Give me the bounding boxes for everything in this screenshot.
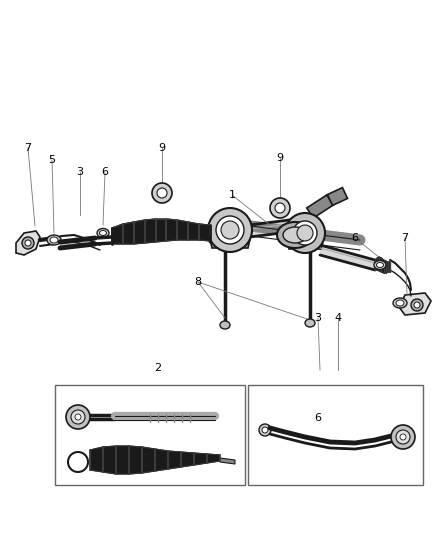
Circle shape (297, 225, 313, 241)
Bar (55, 385, 245, 485)
Polygon shape (285, 233, 325, 249)
Text: 7: 7 (402, 233, 409, 243)
Polygon shape (375, 257, 390, 273)
Circle shape (208, 208, 252, 252)
Text: 4: 4 (335, 313, 342, 323)
Circle shape (414, 302, 420, 308)
Polygon shape (112, 219, 210, 244)
Circle shape (71, 410, 85, 424)
Circle shape (66, 405, 90, 429)
Polygon shape (328, 188, 347, 205)
Text: 7: 7 (25, 143, 32, 153)
Polygon shape (399, 293, 431, 315)
Circle shape (396, 430, 410, 444)
Polygon shape (220, 458, 235, 464)
Ellipse shape (393, 298, 407, 308)
Circle shape (270, 198, 290, 218)
Ellipse shape (277, 222, 313, 248)
Ellipse shape (97, 229, 109, 238)
Polygon shape (307, 195, 333, 218)
Polygon shape (75, 415, 115, 419)
Circle shape (22, 237, 34, 249)
Ellipse shape (220, 321, 230, 329)
Text: 9: 9 (159, 143, 166, 153)
Polygon shape (208, 230, 252, 248)
Circle shape (157, 188, 167, 198)
Text: 1: 1 (229, 190, 236, 200)
Polygon shape (60, 238, 95, 248)
Ellipse shape (396, 300, 404, 306)
Circle shape (75, 414, 81, 420)
Circle shape (391, 425, 415, 449)
Text: 2: 2 (155, 363, 162, 373)
Text: 6: 6 (102, 167, 109, 177)
Ellipse shape (283, 227, 307, 243)
Text: 6: 6 (352, 233, 358, 243)
Circle shape (25, 240, 31, 246)
Text: 8: 8 (194, 277, 201, 287)
Ellipse shape (47, 235, 61, 245)
Circle shape (275, 203, 285, 213)
Text: 6: 6 (314, 413, 321, 423)
Ellipse shape (50, 237, 58, 243)
Circle shape (285, 213, 325, 253)
Circle shape (262, 427, 268, 433)
Bar (248, 385, 423, 485)
Circle shape (152, 183, 172, 203)
Polygon shape (16, 231, 40, 255)
Ellipse shape (377, 262, 384, 268)
Circle shape (400, 434, 406, 440)
Text: 3: 3 (77, 167, 84, 177)
Ellipse shape (305, 319, 315, 327)
Circle shape (411, 299, 423, 311)
Text: 9: 9 (276, 153, 283, 163)
Polygon shape (210, 218, 305, 242)
Ellipse shape (374, 261, 386, 270)
Ellipse shape (99, 230, 106, 236)
Circle shape (293, 221, 317, 245)
Circle shape (259, 424, 271, 436)
Polygon shape (320, 245, 375, 270)
Text: 5: 5 (49, 155, 56, 165)
Circle shape (221, 221, 239, 239)
Text: 3: 3 (314, 313, 321, 323)
Circle shape (216, 216, 244, 244)
Polygon shape (90, 446, 220, 474)
